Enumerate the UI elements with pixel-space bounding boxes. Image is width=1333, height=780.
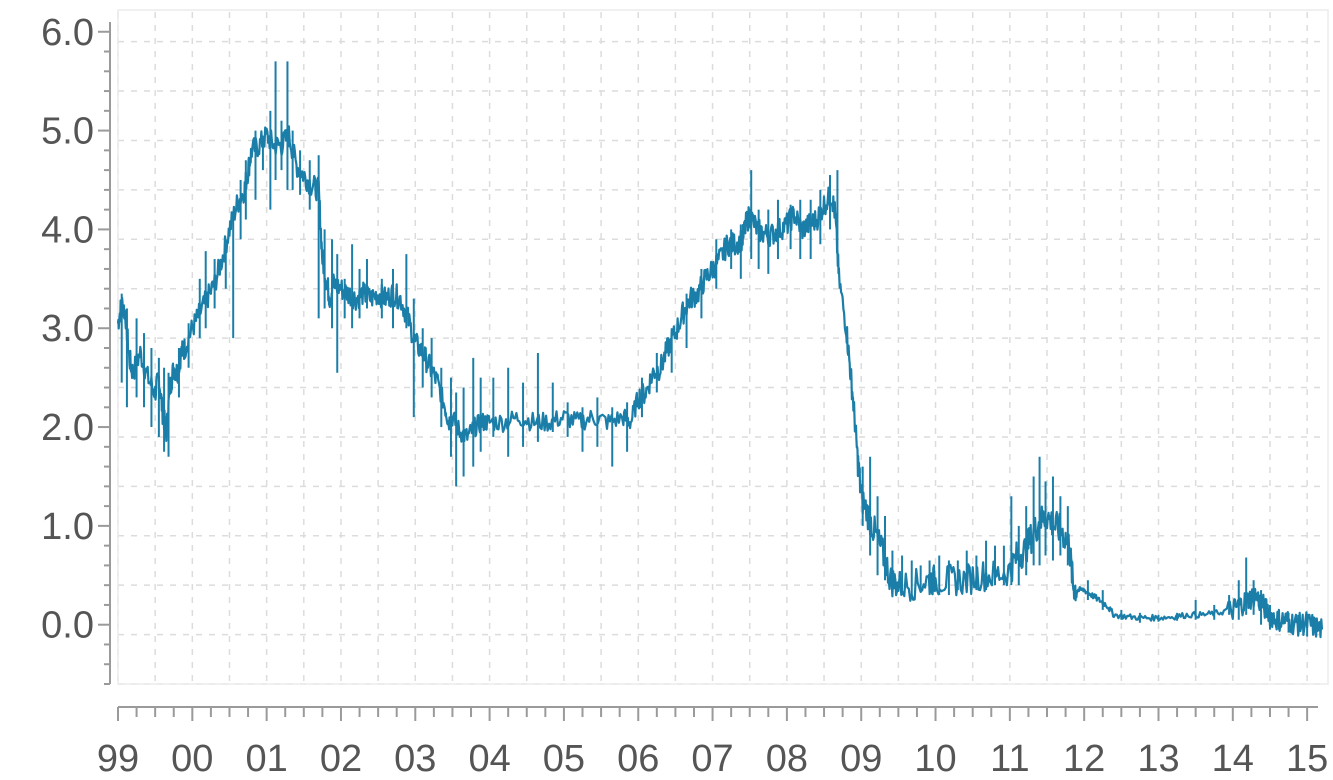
x-tick-label: 15 bbox=[1286, 738, 1328, 780]
x-tick-label: 02 bbox=[320, 738, 362, 780]
x-tick-label: 14 bbox=[1212, 738, 1254, 780]
tick-labels: 6.0 5.0 4.0 3.0 2.0 1.0 0.0 99 00 01 02 03 04 05 06 07 0… bbox=[41, 12, 1328, 780]
x-tick-label: 04 bbox=[468, 738, 510, 780]
x-tick-label: 11 bbox=[990, 738, 1029, 780]
plot-frame bbox=[117, 9, 1329, 685]
x-tick-label: 99 bbox=[97, 738, 139, 780]
series-line bbox=[116, 125, 1324, 639]
x-tick-label: 09 bbox=[840, 738, 882, 780]
x-tick-label: 03 bbox=[394, 738, 436, 780]
x-tick-label: 08 bbox=[766, 738, 808, 780]
x-tick-label: 12 bbox=[1063, 738, 1105, 780]
x-tick-label: 01 bbox=[246, 738, 288, 780]
y-tick-label: 4.0 bbox=[41, 209, 94, 251]
y-tick-label: 5.0 bbox=[41, 111, 94, 153]
y-tick-label: 2.0 bbox=[41, 407, 94, 449]
x-tick-label: 10 bbox=[914, 738, 956, 780]
x-tick-label: 00 bbox=[171, 738, 213, 780]
series-layer bbox=[116, 61, 1324, 639]
axes bbox=[98, 22, 1318, 721]
y-tick-label: 6.0 bbox=[41, 12, 94, 54]
y-tick-label: 1.0 bbox=[41, 506, 94, 548]
x-tick-label: 06 bbox=[617, 738, 659, 780]
y-tick-label: 3.0 bbox=[41, 308, 94, 350]
x-tick-label: 13 bbox=[1137, 738, 1179, 780]
x-tick-label: 05 bbox=[543, 738, 585, 780]
x-tick-label: 07 bbox=[691, 738, 733, 780]
y-tick-label: 0.0 bbox=[41, 605, 94, 647]
